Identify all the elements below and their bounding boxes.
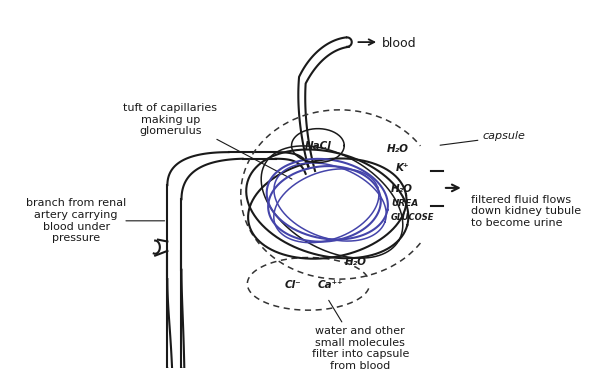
Text: Cl⁻: Cl⁻ (284, 280, 301, 290)
Text: GLUCOSE: GLUCOSE (391, 213, 434, 221)
Text: capsule: capsule (482, 131, 526, 141)
Text: H₂O: H₂O (386, 144, 409, 154)
Text: tuft of capillaries
making up
glomerulus: tuft of capillaries making up glomerulus (123, 103, 217, 136)
Text: H₂O: H₂O (344, 257, 367, 267)
Text: branch from renal
artery carrying
blood under
pressure: branch from renal artery carrying blood … (26, 198, 126, 243)
Text: UREA: UREA (391, 199, 418, 208)
Text: blood: blood (382, 37, 416, 50)
Text: filtered fluid flows
down kidney tubule
to become urine: filtered fluid flows down kidney tubule … (471, 195, 581, 228)
Text: K⁺: K⁺ (396, 163, 409, 173)
Text: NaCl: NaCl (305, 141, 331, 151)
Text: water and other
small molecules
filter into capsule
from blood: water and other small molecules filter i… (311, 326, 409, 371)
Text: Ca⁺⁺: Ca⁺⁺ (317, 280, 343, 290)
Text: H₂O: H₂O (391, 184, 412, 194)
